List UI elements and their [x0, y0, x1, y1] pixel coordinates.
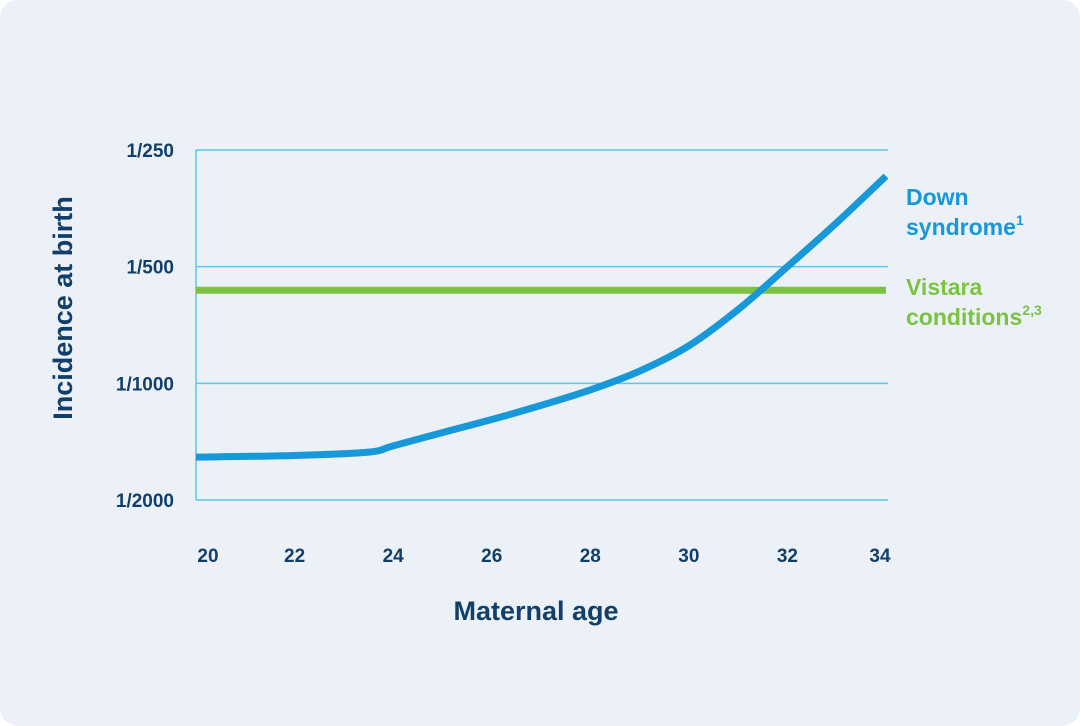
y-tick-label: 1/250 — [126, 141, 174, 162]
x-tick-labels: 20 22 24 26 28 30 32 34 — [197, 546, 891, 567]
legend-label: syndrome1 — [906, 212, 1024, 240]
y-tick-label: 1/2000 — [116, 491, 174, 512]
x-tick-label: 24 — [383, 546, 405, 567]
x-tick-label: 20 — [197, 546, 218, 567]
legend-label: Down — [906, 184, 969, 210]
y-tick-label: 1/500 — [126, 258, 174, 279]
gridlines — [195, 149, 888, 501]
series-lines — [195, 173, 889, 461]
x-tick-label: 22 — [284, 546, 305, 567]
legend-label: conditions2,3 — [906, 302, 1042, 330]
y-axis-title: Incidence at birth — [48, 196, 78, 420]
x-tick-label: 32 — [777, 546, 798, 567]
series-line-down-syndrome — [195, 173, 889, 461]
legend-superscript: 1 — [1016, 212, 1024, 228]
x-tick-label: 34 — [869, 546, 891, 567]
x-axis-title: Maternal age — [453, 596, 618, 626]
y-tick-label: 1/1000 — [116, 374, 174, 395]
legend-superscript: 2,3 — [1022, 302, 1042, 318]
legend-label: Vistara — [906, 274, 983, 300]
x-tick-label: 28 — [580, 546, 601, 567]
x-tick-label: 26 — [481, 546, 502, 567]
x-tick-label: 30 — [678, 546, 699, 567]
y-tick-labels: 1/250 1/500 1/1000 1/2000 — [116, 141, 174, 512]
